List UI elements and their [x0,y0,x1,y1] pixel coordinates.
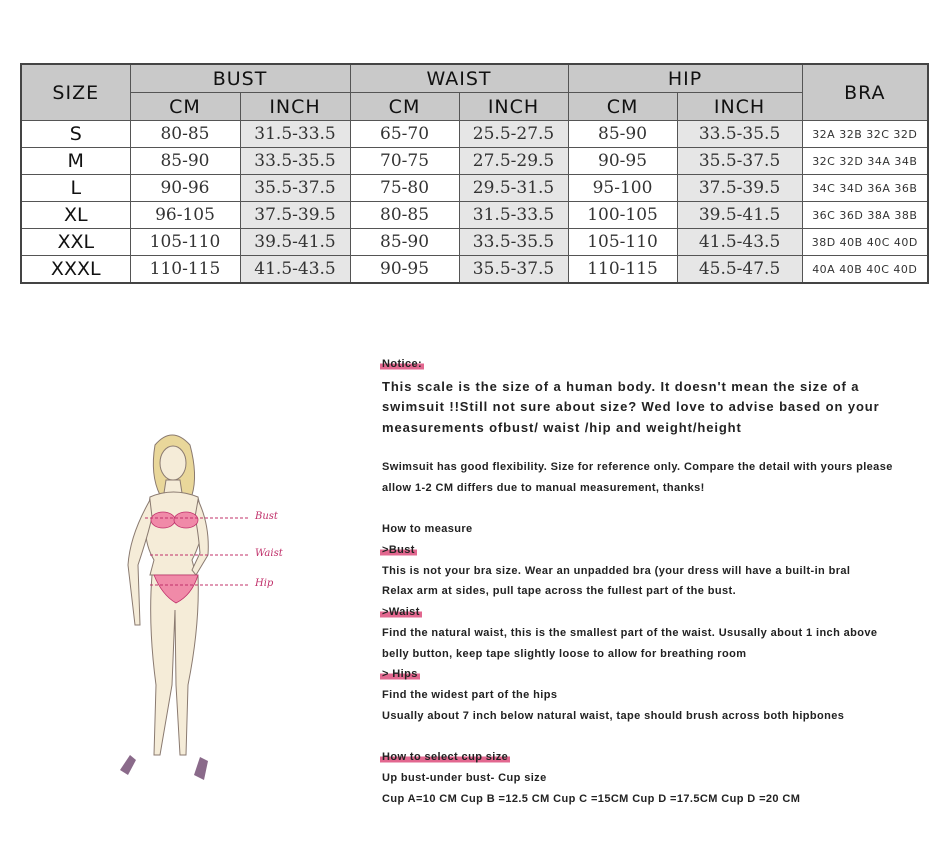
header-hip-cm: CM [567,92,678,121]
how-to-measure-title: How to measure [382,523,473,535]
header-waist-inch: INCH [458,92,569,121]
table-row: XXXL 110-115 41.5-43.5 90-95 35.5-37.5 110-11… [20,255,929,284]
bust-cm-cell: 80-85 [129,120,241,148]
bust-instruction: Relax arm at sides, pull tape across the… [382,585,737,597]
table-row: M 85-90 33.5-35.5 70-75 27.5-29.5 90-95 35.5-3… [20,147,929,175]
header-size: SIZE [20,63,131,121]
bust-cm-cell: 96-105 [129,201,241,229]
bra-cell: 32A 32B 32C 32D [801,120,929,148]
header-bust-inch: INCH [239,92,351,121]
hip-cm-cell: 105-110 [567,228,678,256]
hip-inch-cell: 41.5-43.5 [676,228,803,256]
waist-inch-cell: 29.5-31.5 [458,174,569,202]
size-cell: XXXL [20,255,131,284]
size-cell: M [20,147,131,175]
body-measurement-figure: Bust Waist Hip [100,425,300,795]
notice-line: measurements ofbust/ waist /hip and weig… [382,420,742,435]
notice-line: This scale is the size of a human body. … [382,379,860,394]
bust-inch-cell: 39.5-41.5 [239,228,351,256]
hip-cm-cell: 90-95 [567,147,678,175]
hip-cm-cell: 95-100 [567,174,678,202]
waist-cm-cell: 85-90 [349,228,460,256]
bust-cm-cell: 85-90 [129,147,241,175]
cup-size-line: Cup A=10 CM Cup B =12.5 CM Cup C =15CM C… [382,793,801,805]
hips-instruction: Find the widest part of the hips [382,689,558,701]
size-cell: XXL [20,228,131,256]
bust-inch-cell: 37.5-39.5 [239,201,351,229]
hip-inch-cell: 37.5-39.5 [676,174,803,202]
hip-inch-cell: 33.5-35.5 [676,120,803,148]
size-cell: XL [20,201,131,229]
bra-cell: 36C 36D 38A 38B [801,201,929,229]
waist-instruction: belly button, keep tape slightly loose t… [382,648,747,660]
waist-instruction: Find the natural waist, this is the smal… [382,627,878,639]
waist-cm-cell: 75-80 [349,174,460,202]
waist-inch-cell: 27.5-29.5 [458,147,569,175]
header-bra: BRA [801,63,929,121]
hip-inch-cell: 35.5-37.5 [676,147,803,175]
hip-cm-cell: 85-90 [567,120,678,148]
waist-cm-cell: 90-95 [349,255,460,284]
bust-inch-cell: 31.5-33.5 [239,120,351,148]
bust-inch-cell: 33.5-35.5 [239,147,351,175]
bust-inch-cell: 35.5-37.5 [239,174,351,202]
table-row: XXL 105-110 39.5-41.5 85-90 33.5-35.5 105-110… [20,228,929,256]
size-chart-table: SIZE BUST WAIST HIP BRA CM INCH CM INCH … [20,63,930,284]
waist-inch-cell: 25.5-27.5 [458,120,569,148]
cup-size-heading: How to select cup size [380,751,511,763]
notice-heading: Notice: [380,358,425,370]
bust-cm-cell: 105-110 [129,228,241,256]
header-waist-cm: CM [349,92,460,121]
header-waist: WAIST [349,63,569,93]
bust-heading: >Bust [380,544,417,556]
bra-cell: 40A 40B 40C 40D [801,255,929,284]
bust-cm-cell: 110-115 [129,255,241,284]
size-cell: L [20,174,131,202]
bust-inch-cell: 41.5-43.5 [239,255,351,284]
bra-cell: 38D 40B 40C 40D [801,228,929,256]
waist-inch-cell: 31.5-33.5 [458,201,569,229]
cup-size-line: Up bust-under bust- Cup size [382,772,547,784]
bust-cm-cell: 90-96 [129,174,241,202]
hips-instruction: Usually about 7 inch below natural waist… [382,710,845,722]
hip-cm-cell: 110-115 [567,255,678,284]
header-bust: BUST [129,63,351,93]
bust-instruction: This is not your bra size. Wear an unpad… [382,565,851,577]
waist-inch-cell: 35.5-37.5 [458,255,569,284]
hip-label: Hip [255,578,274,589]
waist-cm-cell: 65-70 [349,120,460,148]
table-row: XL 96-105 37.5-39.5 80-85 31.5-33.5 100-105 39… [20,201,929,229]
hip-inch-cell: 45.5-47.5 [676,255,803,284]
flexibility-line: Swimsuit has good flexibility. Size for … [382,461,893,473]
size-chart-body: S 80-85 31.5-33.5 65-70 25.5-27.5 85-90 33.5-3… [20,120,929,284]
waist-inch-cell: 33.5-35.5 [458,228,569,256]
header-hip: HIP [567,63,803,93]
notice-line: swimsuit !!Still not sure about size? We… [382,399,880,414]
table-row: L 90-96 35.5-37.5 75-80 29.5-31.5 95-100 37.5-… [20,174,929,202]
hips-heading: > Hips [380,668,420,680]
woman-figure-illustration [120,434,250,780]
size-cell: S [20,120,131,148]
bra-cell: 34C 34D 36A 36B [801,174,929,202]
waist-label: Waist [255,548,283,559]
header-hip-inch: INCH [676,92,803,121]
bra-cell: 32C 32D 34A 34B [801,147,929,175]
waist-cm-cell: 70-75 [349,147,460,175]
waist-cm-cell: 80-85 [349,201,460,229]
hip-cm-cell: 100-105 [567,201,678,229]
flexibility-line: allow 1-2 CM differs due to manual measu… [382,482,705,494]
bust-label: Bust [255,511,278,522]
header-bust-cm: CM [129,92,241,121]
waist-heading: >Waist [380,606,422,618]
table-row: S 80-85 31.5-33.5 65-70 25.5-27.5 85-90 33.5-3… [20,120,929,148]
hip-inch-cell: 39.5-41.5 [676,201,803,229]
